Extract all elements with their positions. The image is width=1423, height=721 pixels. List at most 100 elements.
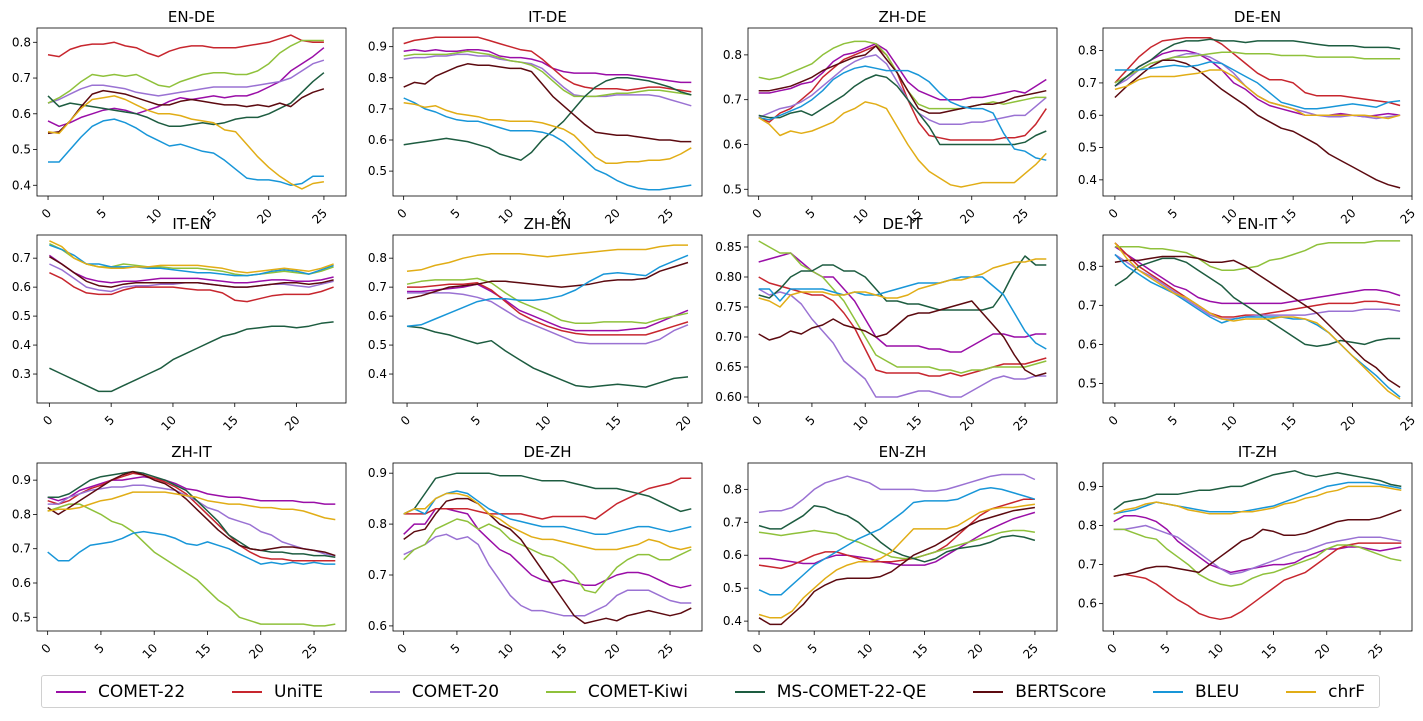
panel-title: DE-EN [1234,8,1281,26]
y-tick-label: 0.8 [368,71,387,85]
x-tick-label: 20 [282,413,303,434]
series-line-comet-20 [47,484,336,557]
x-tick-label: 10 [496,206,517,227]
legend-swatch [1286,690,1317,693]
y-tick-label: 0.65 [715,360,742,374]
x-tick-label: 0 [749,413,764,428]
series-line-comet-kiwi [1114,240,1401,271]
x-tick-label: 15 [193,641,214,662]
panel-title: DE-IT [882,215,923,233]
legend-item-bleu: BLEU [1153,682,1239,702]
series-line-comet-22 [1114,246,1401,305]
x-tick-label: 5 [92,641,107,656]
series-line-chrf [403,492,692,551]
y-tick-label: 0.60 [715,390,742,404]
y-tick-label: 0.3 [12,367,31,381]
legend-item-comet-22: COMET-22 [56,682,185,702]
series-line-bertscore [47,470,336,557]
series-line-comet-22 [403,508,692,589]
panel-title: EN-IT [1238,215,1279,233]
series-line-bleu [758,276,1047,350]
series-line-bertscore [1114,59,1401,189]
series-line-ms-comet-22-qe [1114,257,1401,348]
series-line-bleu [406,254,689,327]
series-line-ms-comet-22-qe [49,321,334,393]
series-line-ms-comet-22-qe [406,325,689,388]
x-tick-label: 5 [1165,206,1180,221]
plot-frame [392,234,703,404]
x-tick-label: 10 [855,641,876,662]
panel-zh-en: ZH-EN 0.4 0.5 0.6 0.7 0.8 0 5 10 15 20 [368,215,703,434]
series-line-comet-20 [407,292,689,345]
series-line-unite [407,282,689,336]
y-tick-label: 0.9 [1078,479,1097,493]
x-tick-label: 25 [1010,206,1031,227]
series-line-comet-20 [47,59,325,104]
legend-item-comet-20: COMET-20 [369,682,499,702]
x-tick-label: 25 [1020,641,1041,662]
panel-it-de: IT-DE0.50.60.70.80.90 5 10 15 20 25 [368,8,703,227]
x-tick-label: 0 [750,641,765,656]
legend-swatch [973,690,1004,693]
legend-swatch [545,690,576,693]
y-tick-label: 0.8 [723,482,742,496]
series-line-unite [758,45,1047,141]
x-tick-label: 0 [1104,641,1119,656]
series-line-unite [758,276,1047,377]
legend-label: COMET-Kiwi [587,681,688,702]
y-tick-label: 0.8 [1078,259,1097,273]
series-line-ms-comet-22-qe [758,255,1047,311]
y-tick-label: 0.4 [12,338,31,352]
panel-de-en: DE-EN0.40.50.60.70.80 5 10 15 20 25 [1078,8,1418,227]
x-tick-label: 20 [957,413,978,434]
y-tick-label: 0.4 [1078,173,1097,187]
panel-en-de: EN-DE0.40.50.60.70.80 5 10 15 20 25 [12,8,347,227]
series-line-comet-20 [403,53,692,107]
y-tick-label: 0.8 [368,251,387,265]
x-tick-label: 5 [94,206,109,221]
plot-frame [747,27,1058,197]
y-tick-label: 0.8 [1078,44,1097,58]
series-line-comet-22 [47,475,336,505]
plot-frame [36,27,347,197]
y-tick-label: 0.7 [368,280,387,294]
panel-title: ZH-EN [524,215,572,233]
x-tick-label: 5 [803,413,818,428]
y-tick-label: 0.6 [12,280,31,294]
legend-label: UniTE [274,681,324,702]
series-line-comet-kiwi [758,240,1047,374]
series-line-bertscore [403,63,692,143]
plot-frame [1102,462,1413,632]
figure-canvas: EN-DE0.40.50.60.70.80 5 10 15 20 25IT-DE0.50.… [12,8,1418,662]
panel-title: ZH-IT [171,443,212,461]
series-line-chrf [1114,69,1401,120]
x-tick-label: 0 [39,206,54,221]
series-line-chrf [49,240,334,274]
y-tick-label: 0.7 [368,568,387,582]
series-line-comet-22 [758,252,1047,353]
series-line-bertscore [1114,255,1401,389]
x-tick-label: 5 [803,206,818,221]
legend: COMET-22 UniTE COMET-20 COMET-Kiwi MS-COMET-… [41,675,1380,708]
x-tick-label: 20 [602,641,623,662]
series-line-bleu [403,490,692,536]
series-line-comet-22 [758,42,1047,101]
x-tick-label: 10 [144,206,165,227]
series-line-ms-comet-22-qe [403,472,692,515]
x-tick-label: 10 [851,413,872,434]
series-line-chrf [758,503,1036,619]
series-line-comet-kiwi [403,518,692,594]
y-tick-label: 0.5 [368,164,387,178]
x-tick-label: 20 [254,206,275,227]
legend-label: MS-COMET-22-QE [776,681,927,702]
x-tick-label: 10 [851,206,872,227]
y-tick-label: 0.6 [1078,337,1097,351]
y-tick-label: 0.6 [1078,597,1097,611]
y-tick-label: 0.7 [12,71,31,85]
x-tick-label: 5 [102,413,117,428]
y-tick-label: 0.6 [723,548,742,562]
y-tick-label: 0.5 [723,182,742,196]
plot-frame [747,462,1058,632]
legend-swatch [734,690,765,693]
series-line-bleu [1113,481,1402,515]
